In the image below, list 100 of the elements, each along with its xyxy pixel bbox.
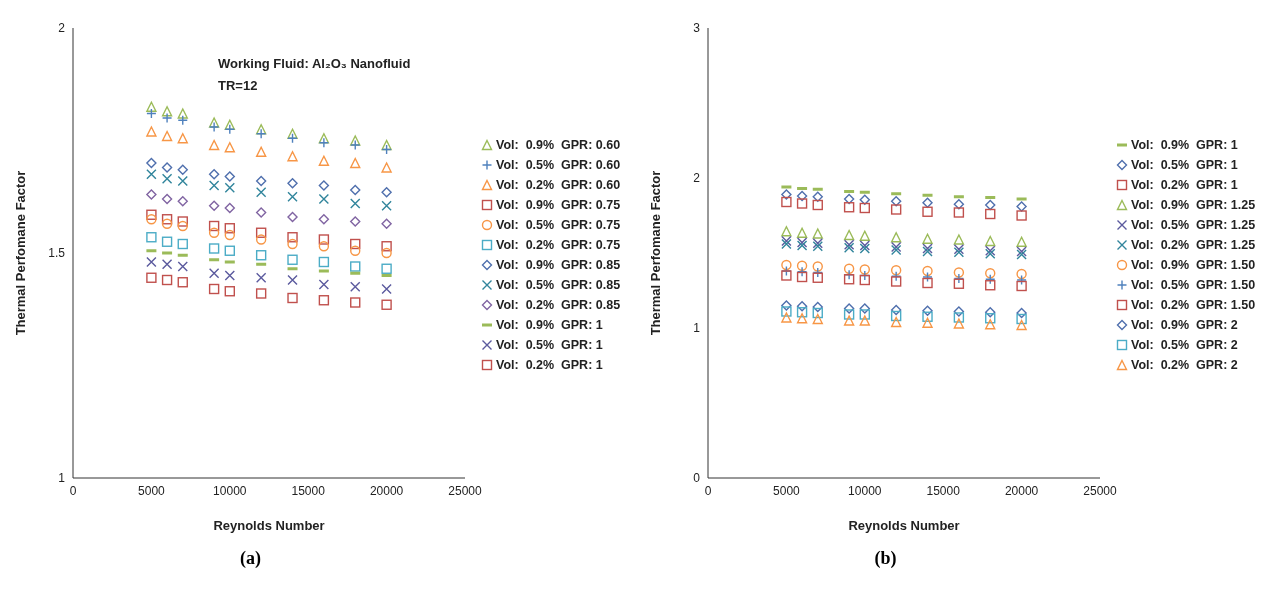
point xyxy=(287,254,298,265)
point xyxy=(208,180,220,191)
point xyxy=(255,146,267,157)
point xyxy=(177,108,188,119)
point xyxy=(781,226,792,237)
point xyxy=(161,130,173,142)
y-tick-label: 1 xyxy=(58,471,66,486)
point xyxy=(177,261,188,272)
point xyxy=(890,196,902,207)
point xyxy=(953,267,965,278)
point xyxy=(146,189,157,200)
point xyxy=(796,198,808,209)
point xyxy=(812,313,823,325)
point xyxy=(890,232,902,243)
point xyxy=(796,313,808,324)
point xyxy=(177,175,188,187)
point xyxy=(843,309,855,320)
point xyxy=(796,227,808,238)
legend-label: Vol: 0.5% GPR: 1 xyxy=(496,338,603,352)
point xyxy=(350,198,361,209)
point xyxy=(781,189,792,200)
legend-label: Vol: 0.2% GPR: 2 xyxy=(1131,358,1238,372)
point xyxy=(146,214,157,225)
point xyxy=(843,263,855,274)
x-axis-title: Reynolds Number xyxy=(848,518,960,533)
point xyxy=(208,220,220,232)
point xyxy=(224,223,235,234)
x-tick-label: 25000 xyxy=(448,483,483,498)
point xyxy=(922,305,933,316)
point xyxy=(985,268,996,279)
point xyxy=(890,310,902,322)
point xyxy=(1016,280,1027,292)
point xyxy=(177,164,188,175)
point xyxy=(177,220,188,232)
point xyxy=(812,301,823,313)
point xyxy=(781,259,792,271)
point xyxy=(381,241,392,252)
annotation: TR=12 xyxy=(218,77,259,95)
legend-label: Vol: 0.5% GPR: 1.50 xyxy=(1131,278,1256,292)
x-tick-label: 15000 xyxy=(291,483,326,498)
legend-label: Vol: 0.2% GPR: 1.50 xyxy=(1131,298,1256,312)
point xyxy=(922,197,933,208)
point xyxy=(859,230,870,241)
point xyxy=(843,193,855,205)
point xyxy=(255,175,267,187)
x-tick-label: 5000 xyxy=(773,483,801,498)
point xyxy=(843,274,855,285)
point xyxy=(208,243,220,254)
point xyxy=(859,264,870,275)
point xyxy=(287,151,298,162)
point xyxy=(146,169,157,180)
point xyxy=(161,193,173,205)
point xyxy=(922,317,933,328)
point xyxy=(177,277,188,288)
point xyxy=(287,128,298,139)
point xyxy=(146,272,157,283)
text: (a) xyxy=(239,548,262,569)
point xyxy=(208,268,220,279)
point xyxy=(922,271,933,283)
point xyxy=(224,182,235,193)
point xyxy=(318,180,330,191)
x-tick-label: 15000 xyxy=(926,483,961,498)
point xyxy=(208,121,220,133)
point xyxy=(985,313,996,324)
x-tick-label: 20000 xyxy=(1004,483,1039,498)
point xyxy=(255,227,267,238)
point xyxy=(287,238,298,250)
point xyxy=(161,218,173,229)
y-tick-label: 0 xyxy=(693,471,701,486)
point xyxy=(224,202,235,214)
point xyxy=(224,229,235,241)
point xyxy=(161,274,173,286)
point xyxy=(146,209,157,220)
point xyxy=(796,190,808,202)
point xyxy=(890,304,902,316)
point xyxy=(255,207,267,218)
point xyxy=(350,261,361,272)
point xyxy=(208,139,220,151)
point xyxy=(381,218,392,229)
point xyxy=(953,199,965,210)
x-tick-label: 0 xyxy=(69,483,77,498)
point xyxy=(287,211,298,223)
point xyxy=(177,238,188,250)
point xyxy=(350,216,361,227)
point xyxy=(1016,307,1027,319)
point xyxy=(781,300,792,311)
point xyxy=(922,277,933,289)
point xyxy=(890,204,902,215)
point xyxy=(953,234,965,245)
point xyxy=(890,316,902,328)
annotation: Working Fluid: Al₂O₃ Nanofluid xyxy=(218,55,411,73)
point xyxy=(255,187,267,198)
point xyxy=(985,199,996,211)
legend-label: Vol: 0.5% GPR: 0.85 xyxy=(496,278,621,292)
legend-label: Vol: 0.5% GPR: 1 xyxy=(1131,158,1238,172)
point xyxy=(161,162,173,173)
point xyxy=(146,232,157,243)
y-tick-label: 3 xyxy=(693,21,701,36)
point xyxy=(843,303,855,314)
point xyxy=(255,128,267,139)
